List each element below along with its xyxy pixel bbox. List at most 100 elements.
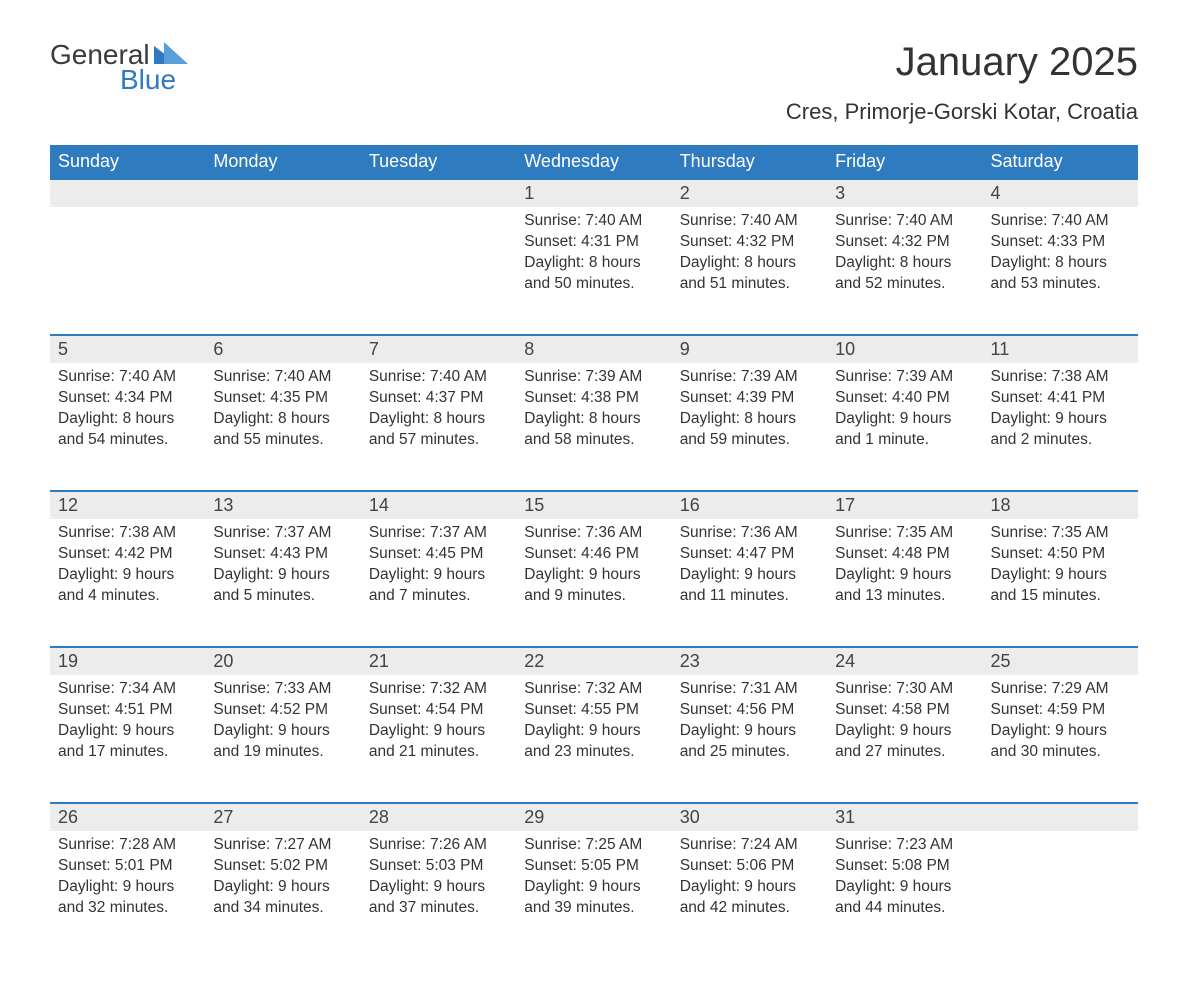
sunrise-text: Sunrise: 7:37 AM [369, 523, 508, 544]
day1-text: Daylight: 9 hours [58, 565, 197, 586]
sunset-text: Sunset: 4:59 PM [991, 700, 1130, 721]
day1-text: Daylight: 9 hours [991, 565, 1130, 586]
day-number-cell: 15 [516, 491, 671, 519]
day1-text: Daylight: 9 hours [213, 721, 352, 742]
day-number-cell: 2 [672, 179, 827, 207]
sunrise-text: Sunrise: 7:39 AM [835, 367, 974, 388]
day2-text: and 57 minutes. [369, 430, 508, 451]
sunset-text: Sunset: 5:03 PM [369, 856, 508, 877]
day2-text: and 11 minutes. [680, 586, 819, 607]
sunset-text: Sunset: 4:41 PM [991, 388, 1130, 409]
day-body-cell: Sunrise: 7:36 AMSunset: 4:47 PMDaylight:… [672, 519, 827, 647]
day1-text: Daylight: 8 hours [680, 409, 819, 430]
day-number-row: 19202122232425 [50, 647, 1138, 675]
day-number-cell: 3 [827, 179, 982, 207]
day1-text: Daylight: 9 hours [524, 877, 663, 898]
day2-text: and 44 minutes. [835, 898, 974, 919]
day-number: 31 [835, 807, 855, 827]
day-header: Friday [827, 145, 982, 179]
day-number-cell: 13 [205, 491, 360, 519]
day2-text: and 13 minutes. [835, 586, 974, 607]
day2-text: and 52 minutes. [835, 274, 974, 295]
day-number-cell [50, 179, 205, 207]
day-body-cell: Sunrise: 7:40 AMSunset: 4:32 PMDaylight:… [827, 207, 982, 335]
day-number: 16 [680, 495, 700, 515]
day-number-cell: 5 [50, 335, 205, 363]
day-number: 12 [58, 495, 78, 515]
day-number: 29 [524, 807, 544, 827]
day-number-cell: 27 [205, 803, 360, 831]
day1-text: Daylight: 9 hours [213, 877, 352, 898]
day-number-cell: 12 [50, 491, 205, 519]
day-number-cell: 26 [50, 803, 205, 831]
sunrise-text: Sunrise: 7:40 AM [524, 211, 663, 232]
day-header: Tuesday [361, 145, 516, 179]
day-body-cell: Sunrise: 7:35 AMSunset: 4:50 PMDaylight:… [983, 519, 1138, 647]
month-title: January 2025 [786, 40, 1138, 85]
day-number: 6 [213, 339, 223, 359]
sunset-text: Sunset: 4:35 PM [213, 388, 352, 409]
day1-text: Daylight: 9 hours [213, 565, 352, 586]
sunset-text: Sunset: 4:52 PM [213, 700, 352, 721]
day-number: 1 [524, 183, 534, 203]
sunset-text: Sunset: 4:37 PM [369, 388, 508, 409]
sunset-text: Sunset: 4:33 PM [991, 232, 1130, 253]
day1-text: Daylight: 9 hours [680, 877, 819, 898]
day-number: 2 [680, 183, 690, 203]
day-header: Thursday [672, 145, 827, 179]
day-body-cell: Sunrise: 7:33 AMSunset: 4:52 PMDaylight:… [205, 675, 360, 803]
sunrise-text: Sunrise: 7:36 AM [680, 523, 819, 544]
day-body-row: Sunrise: 7:40 AMSunset: 4:34 PMDaylight:… [50, 363, 1138, 491]
day-number: 26 [58, 807, 78, 827]
day-number-cell: 1 [516, 179, 671, 207]
day1-text: Daylight: 8 hours [369, 409, 508, 430]
day-number-cell: 25 [983, 647, 1138, 675]
day-body-cell: Sunrise: 7:28 AMSunset: 5:01 PMDaylight:… [50, 831, 205, 959]
sunrise-text: Sunrise: 7:40 AM [213, 367, 352, 388]
sunrise-text: Sunrise: 7:30 AM [835, 679, 974, 700]
day-number: 21 [369, 651, 389, 671]
day-body-cell: Sunrise: 7:39 AMSunset: 4:39 PMDaylight:… [672, 363, 827, 491]
day-number-cell: 31 [827, 803, 982, 831]
day-body-cell: Sunrise: 7:32 AMSunset: 4:55 PMDaylight:… [516, 675, 671, 803]
sunrise-text: Sunrise: 7:34 AM [58, 679, 197, 700]
sunset-text: Sunset: 4:34 PM [58, 388, 197, 409]
sunrise-text: Sunrise: 7:31 AM [680, 679, 819, 700]
day2-text: and 2 minutes. [991, 430, 1130, 451]
sunset-text: Sunset: 4:39 PM [680, 388, 819, 409]
day-body-cell: Sunrise: 7:39 AMSunset: 4:40 PMDaylight:… [827, 363, 982, 491]
day-number: 25 [991, 651, 1011, 671]
day1-text: Daylight: 8 hours [524, 253, 663, 274]
logo-text-blue: Blue [50, 65, 188, 94]
sunrise-text: Sunrise: 7:40 AM [58, 367, 197, 388]
sunrise-text: Sunrise: 7:37 AM [213, 523, 352, 544]
location-text: Cres, Primorje-Gorski Kotar, Croatia [786, 99, 1138, 125]
day-number-cell: 7 [361, 335, 516, 363]
day-body-cell: Sunrise: 7:29 AMSunset: 4:59 PMDaylight:… [983, 675, 1138, 803]
day-body-cell: Sunrise: 7:23 AMSunset: 5:08 PMDaylight:… [827, 831, 982, 959]
day-number: 5 [58, 339, 68, 359]
day-number-cell: 20 [205, 647, 360, 675]
day-number-cell [983, 803, 1138, 831]
sunset-text: Sunset: 4:55 PM [524, 700, 663, 721]
sunset-text: Sunset: 4:50 PM [991, 544, 1130, 565]
sunset-text: Sunset: 4:47 PM [680, 544, 819, 565]
day1-text: Daylight: 9 hours [835, 409, 974, 430]
day-number: 20 [213, 651, 233, 671]
sunrise-text: Sunrise: 7:39 AM [680, 367, 819, 388]
day-body-row: Sunrise: 7:34 AMSunset: 4:51 PMDaylight:… [50, 675, 1138, 803]
day-number-cell: 21 [361, 647, 516, 675]
day1-text: Daylight: 9 hours [680, 565, 819, 586]
sunset-text: Sunset: 4:38 PM [524, 388, 663, 409]
day-number: 13 [213, 495, 233, 515]
day2-text: and 37 minutes. [369, 898, 508, 919]
day1-text: Daylight: 9 hours [524, 565, 663, 586]
day2-text: and 21 minutes. [369, 742, 508, 763]
day1-text: Daylight: 9 hours [369, 721, 508, 742]
day-number-cell: 29 [516, 803, 671, 831]
sunset-text: Sunset: 4:46 PM [524, 544, 663, 565]
sunrise-text: Sunrise: 7:26 AM [369, 835, 508, 856]
sunset-text: Sunset: 4:45 PM [369, 544, 508, 565]
day-number: 30 [680, 807, 700, 827]
day2-text: and 15 minutes. [991, 586, 1130, 607]
